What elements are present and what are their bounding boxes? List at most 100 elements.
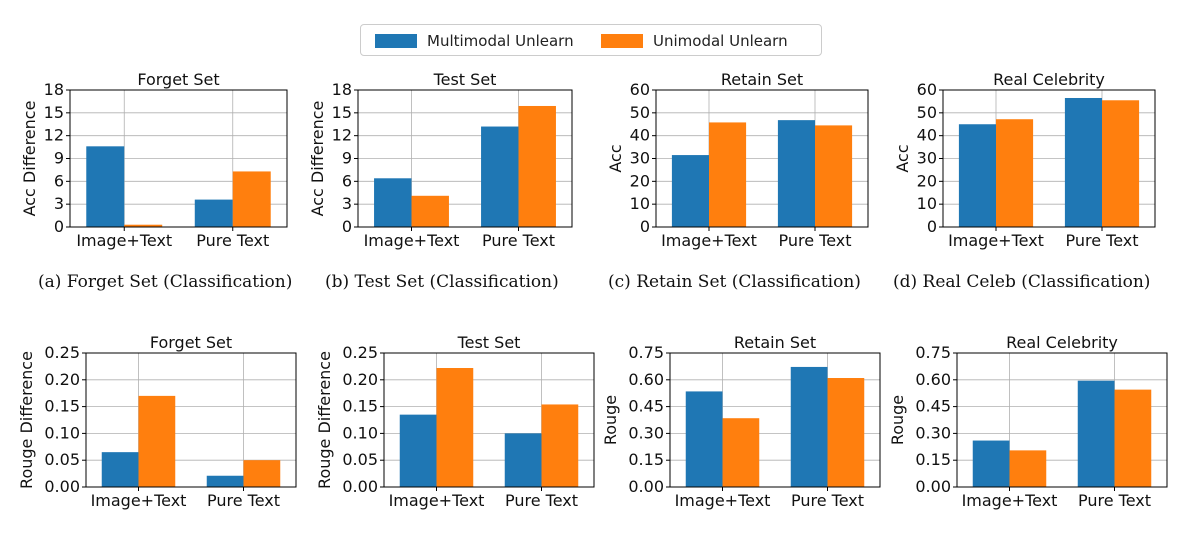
plot-frame (669, 352, 881, 488)
chart-2: 0 3 6 9 12 15 18 Image+Text Pure Text Test Set Acc… (308, 70, 573, 250)
y-tick-label: 40 (630, 126, 650, 145)
bar (1077, 380, 1115, 487)
bar (374, 178, 412, 227)
bar (671, 155, 709, 227)
y-tick-label: 0.30 (628, 423, 664, 442)
y-tick-label: 30 (917, 149, 937, 168)
y-tick-label: 0.30 (915, 423, 951, 442)
bar (790, 366, 828, 487)
y-axis-label: Acc (893, 144, 912, 172)
chart-6: 0.00 0.05 0.10 0.15 0.20 0.25 Image+Text Pure T… (315, 333, 595, 510)
bar (709, 122, 747, 227)
y-tick-label: 6 (54, 171, 64, 190)
bar (827, 378, 865, 487)
chart-title: Forget Set (137, 70, 219, 89)
x-tick-label: Pure Text (207, 491, 280, 510)
y-tick-label: 50 (630, 103, 650, 122)
y-tick-label: 15 (44, 103, 64, 122)
y-tick-label: 0.00 (342, 477, 378, 496)
y-tick-label: 0 (927, 217, 937, 236)
bar (86, 146, 125, 227)
y-tick-label: 0 (54, 217, 64, 236)
y-tick-label: 9 (342, 149, 352, 168)
y-tick-label: 0.60 (628, 370, 664, 389)
bar (958, 124, 996, 227)
bar (436, 368, 474, 487)
y-tick-label: 6 (342, 171, 352, 190)
y-tick-label: 0.15 (44, 397, 80, 416)
x-tick-label: Image+Text (948, 231, 1044, 250)
bar (206, 475, 244, 487)
y-tick-label: 18 (44, 80, 64, 99)
x-tick-label: Image+Text (962, 491, 1058, 510)
y-tick-label: 0.20 (44, 370, 80, 389)
y-tick-label: 3 (54, 194, 64, 213)
y-tick-label: 0 (640, 217, 650, 236)
bar (481, 126, 519, 227)
y-tick-label: 30 (630, 149, 650, 168)
bar (996, 119, 1034, 227)
bar (138, 395, 176, 487)
legend-item-unimodal: Unimodal Unlearn (601, 31, 788, 51)
y-tick-label: 0.45 (915, 397, 951, 416)
chart-8: 0.00 0.15 0.30 0.45 0.60 0.75 Image+Text Pure T… (888, 333, 1168, 510)
y-tick-label: 0.25 (342, 343, 378, 362)
x-tick-label: Image+Text (91, 491, 187, 510)
bar (504, 433, 542, 487)
y-tick-label: 0.75 (915, 343, 951, 362)
caption-b: (b) Test Set (Classification) (325, 272, 559, 292)
y-tick-label: 0.00 (915, 477, 951, 496)
chart-title: Forget Set (150, 333, 232, 352)
y-tick-label: 0.15 (628, 450, 664, 469)
y-tick-label: 0.05 (342, 450, 378, 469)
x-tick-label: Image+Text (675, 491, 771, 510)
caption-a: (a) Forget Set (Classification) (38, 272, 293, 292)
chart-title: Real Celebrity (1006, 333, 1118, 352)
bar (411, 195, 449, 227)
y-tick-label: 10 (630, 194, 650, 213)
chart-title: Real Celebrity (993, 70, 1105, 89)
y-tick-label: 20 (917, 171, 937, 190)
y-axis-label: Acc Difference (308, 101, 327, 217)
bar (243, 460, 281, 487)
x-tick-label: Image+Text (389, 491, 485, 510)
legend-swatch-multimodal (375, 34, 417, 48)
y-tick-label: 15 (332, 103, 352, 122)
bar (1114, 389, 1152, 487)
y-tick-label: 9 (54, 149, 64, 168)
y-axis-label: Acc (606, 144, 625, 172)
x-tick-label: Pure Text (482, 231, 555, 250)
bar (685, 391, 723, 487)
y-tick-label: 0.05 (44, 450, 80, 469)
y-tick-label: 60 (917, 80, 937, 99)
bar (541, 404, 579, 487)
y-tick-label: 3 (342, 194, 352, 213)
legend-item-multimodal: Multimodal Unlearn (375, 31, 574, 51)
bar (232, 171, 271, 227)
y-tick-label: 0.25 (44, 343, 80, 362)
chart-5: 0.00 0.05 0.10 0.15 0.20 0.25 Image+Text Pure T… (17, 333, 297, 510)
x-tick-label: Pure Text (1078, 491, 1151, 510)
y-axis-label: Rouge Difference (17, 351, 36, 489)
y-tick-label: 40 (917, 126, 937, 145)
y-tick-label: 60 (630, 80, 650, 99)
bar (1102, 100, 1140, 227)
caption-c: (c) Retain Set (Classification) (608, 272, 861, 292)
x-tick-label: Pure Text (791, 491, 864, 510)
plot-frame (383, 352, 595, 488)
y-tick-label: 12 (44, 126, 64, 145)
bar (1009, 450, 1047, 487)
legend-label-unimodal: Unimodal Unlearn (653, 32, 788, 50)
chart-7: 0.00 0.15 0.30 0.45 0.60 0.75 Image+Text Pure T… (601, 333, 881, 510)
chart-title: Test Set (433, 70, 497, 89)
y-tick-label: 0 (342, 217, 352, 236)
y-axis-label: Rouge (601, 395, 620, 445)
y-tick-label: 0.20 (342, 370, 378, 389)
bar (815, 125, 853, 227)
x-tick-label: Pure Text (196, 231, 269, 250)
bar (518, 105, 556, 227)
x-tick-label: Image+Text (661, 231, 757, 250)
y-tick-label: 0.75 (628, 343, 664, 362)
y-axis-label: Acc Difference (20, 101, 39, 217)
y-tick-label: 0.10 (342, 423, 378, 442)
